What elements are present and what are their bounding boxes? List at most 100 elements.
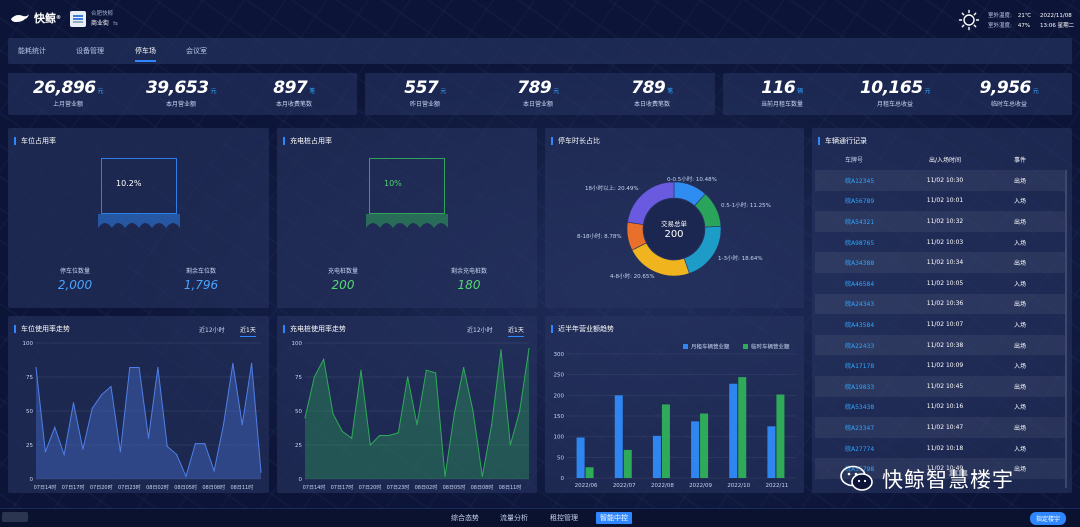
- cell-event: 出场: [1013, 383, 1026, 391]
- tab-1d[interactable]: 近1天: [508, 327, 524, 337]
- y-tick-label: 75: [295, 375, 302, 381]
- table-row[interactable]: 皖A98765 11/02 10:03 入场: [815, 232, 1065, 253]
- y-tick-label: 0: [30, 477, 34, 483]
- bar-1-3: [700, 413, 709, 478]
- logo: 快鲸 ®: [10, 10, 61, 26]
- table-row[interactable]: 皖A34388 11/02 10:34 出场: [815, 252, 1065, 273]
- table-row[interactable]: 皖A46584 11/02 10:05 入场: [815, 273, 1065, 294]
- donut-center-value: 200: [664, 229, 684, 240]
- nav-leasing[interactable]: 租控管理: [550, 514, 578, 522]
- table-row[interactable]: 皖A53438 11/02 10:16 入场: [815, 397, 1065, 418]
- col-plate: 车牌号: [845, 156, 864, 164]
- tab-12h[interactable]: 近12小时: [199, 327, 225, 334]
- cell-event: 出场: [1013, 466, 1026, 474]
- tab-12h[interactable]: 近12小时: [467, 327, 493, 334]
- logo-text: 快鲸: [34, 12, 56, 25]
- table-row[interactable]: 皖A43584 11/02 10:07 入场: [815, 314, 1065, 335]
- data-point: [147, 437, 150, 439]
- x-tick-label: 07日14时: [303, 484, 326, 491]
- x-tick-label: 08日08时: [471, 484, 494, 491]
- data-point: [119, 451, 121, 453]
- data-point: [397, 432, 399, 434]
- charger-remaining: 剩余充电桩数 180: [450, 268, 487, 292]
- table-row[interactable]: 皖A56789 11/02 10:01 入场: [815, 191, 1065, 212]
- data-point: [379, 434, 381, 437]
- x-tick-label: 08日11时: [499, 484, 522, 491]
- table-row[interactable]: 皖A19833 11/02 10:45 出场: [815, 375, 1065, 397]
- y-tick-label: 50: [557, 455, 564, 461]
- project-selector[interactable]: 合肥快鲸 商业街 ⇆: [70, 9, 118, 29]
- data-point: [472, 410, 474, 412]
- table-row[interactable]: 皖A22433 11/02 10:38 出场: [815, 334, 1065, 356]
- table-row[interactable]: 皖A27774 11/02 10:18 入场: [815, 438, 1065, 459]
- cell-event: 入场: [1013, 198, 1026, 206]
- data-point: [351, 437, 353, 439]
- nav-traffic[interactable]: 流量分析: [500, 514, 528, 522]
- cell-time: 11/02 10:49: [926, 465, 964, 473]
- nav-overview[interactable]: 综合态势: [451, 514, 479, 522]
- table-row[interactable]: 皖A17178 11/02 10:09 入场: [815, 355, 1065, 376]
- data-point: [369, 444, 371, 446]
- x-tick-label: 2022/10: [727, 483, 750, 489]
- data-point: [519, 410, 521, 412]
- table-row[interactable]: 皖A12345 11/02 10:30 出场: [815, 170, 1065, 191]
- tab-energy[interactable]: 能耗统计: [18, 47, 46, 55]
- cell-time: 11/02 10:32: [926, 217, 964, 225]
- table-header: 车牌号 出/入场时间 事件: [815, 148, 1065, 170]
- y-tick-label: 0: [299, 477, 303, 483]
- data-point: [463, 366, 465, 369]
- footer-left-widget[interactable]: [2, 512, 28, 522]
- tab-meeting[interactable]: 会议室: [186, 47, 207, 55]
- x-tick-label: 2022/08: [651, 483, 674, 489]
- data-point: [222, 424, 225, 426]
- table-row[interactable]: 皖A54321 11/02 10:32 出场: [815, 211, 1065, 232]
- data-point: [304, 417, 306, 419]
- space-rate-gauge: 10.2%: [101, 158, 177, 214]
- tab-parking[interactable]: 停车场: [135, 47, 156, 62]
- wechat-icon: [840, 465, 873, 491]
- kpi-monthly-income: 10,165 元 月租车总收益: [859, 78, 931, 108]
- cell-plate: 皖A34388: [845, 260, 875, 268]
- x-tick-label: 07日17时: [62, 484, 85, 491]
- temp-value: 21℃: [1017, 13, 1032, 19]
- cell-plate: 皖A98765: [845, 239, 875, 247]
- x-tick-label: 08日02时: [415, 484, 438, 491]
- y-tick-label: 150: [554, 414, 565, 420]
- cell-event: 入场: [1013, 239, 1026, 247]
- cell-event: 入场: [1013, 404, 1026, 412]
- cell-event: 出场: [1013, 301, 1026, 309]
- cell-plate: 皖A19833: [845, 383, 875, 391]
- nav-control[interactable]: 智能中控: [596, 512, 632, 524]
- panel-title: 近半年营业额趋势: [551, 325, 614, 333]
- table-row[interactable]: 皖A23347 11/02 10:47 出场: [815, 417, 1065, 438]
- cell-event: 出场: [1013, 342, 1026, 350]
- data-point: [63, 453, 65, 456]
- bar-0-4: [729, 383, 738, 478]
- watermark-text: 快鲸智慧楼宇: [882, 468, 1014, 492]
- date: 2022/11/08: [1040, 13, 1072, 19]
- legend-swatch-1: [743, 344, 748, 349]
- bar-1-5: [776, 394, 785, 478]
- cell-event: 入场: [1013, 363, 1026, 371]
- data-point: [500, 349, 502, 351]
- y-tick-label: 0: [561, 476, 565, 482]
- select-building-button[interactable]: 指定楼宇: [1030, 512, 1067, 525]
- tab-devices[interactable]: 设备管理: [76, 47, 104, 55]
- panel-title: 车位占用率: [14, 137, 56, 145]
- data-point: [204, 443, 206, 445]
- table-row[interactable]: 皖A24343 11/02 10:36 出场: [815, 293, 1065, 315]
- tab-1d[interactable]: 近1天: [240, 327, 256, 337]
- switch-icon[interactable]: ⇆: [113, 20, 119, 27]
- header: 快鲸 ® 合肥快鲸 商业街 ⇆ 室外温度: 21℃ 室外湿度: 47% 2022/11/…: [0, 0, 1080, 36]
- records-scrollbar[interactable]: [1065, 170, 1067, 488]
- data-point: [444, 475, 446, 477]
- data-point: [323, 358, 325, 360]
- cell-event: 出场: [1013, 260, 1026, 268]
- whale-logo-icon: [11, 14, 29, 22]
- data-point: [166, 445, 168, 447]
- table-row[interactable]: 皖A55798 11/02 10:49 出场: [815, 458, 1065, 479]
- cell-time: 11/02 10:07: [926, 320, 964, 328]
- bar-0-1: [614, 395, 623, 478]
- y-tick-label: 100: [292, 341, 303, 347]
- series-area: [305, 348, 529, 479]
